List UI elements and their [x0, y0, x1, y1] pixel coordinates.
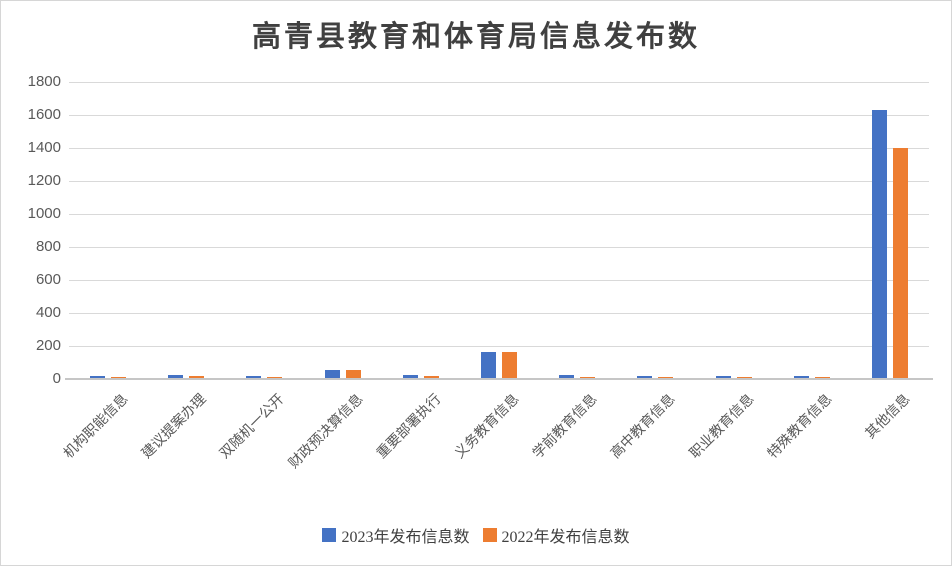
- bar-2023: [168, 375, 184, 379]
- bar-2023: [793, 376, 809, 379]
- gridline: [69, 81, 929, 83]
- bar-2023: [715, 376, 731, 379]
- x-category-label: 机构职能信息: [61, 391, 132, 462]
- bar-2023: [871, 110, 887, 379]
- gridline: [69, 147, 929, 149]
- gridline: [69, 246, 929, 248]
- y-tick-label: 1200: [27, 172, 61, 189]
- y-tick-label: 400: [35, 304, 61, 321]
- bar-2022: [189, 375, 205, 379]
- bar-2023: [402, 374, 418, 379]
- gridline: [69, 279, 929, 281]
- legend-item-2023: 2023年发布信息数: [322, 523, 470, 547]
- gridline: [69, 213, 929, 215]
- x-category-label: 其他信息: [863, 391, 914, 443]
- bar-2022: [345, 370, 361, 379]
- bar-2023: [90, 375, 106, 379]
- y-tick-label: 1400: [27, 139, 61, 156]
- x-axis-line: [65, 378, 933, 380]
- gridline: [69, 345, 929, 347]
- y-tick-label: 1000: [27, 205, 61, 222]
- gridline: [69, 180, 929, 182]
- y-tick-label: 800: [35, 238, 61, 255]
- gridline: [69, 114, 929, 116]
- legend-label: 2022年发布信息数: [501, 529, 630, 546]
- legend-swatch-icon: [482, 528, 497, 542]
- bar-2022: [502, 351, 517, 379]
- y-tick-label: 1600: [27, 106, 61, 123]
- x-category-label: 特殊教育信息: [765, 391, 836, 462]
- bar-2022: [658, 376, 674, 379]
- legend-swatch-icon: [322, 528, 337, 542]
- bar-2023: [637, 376, 653, 379]
- legend-label: 2023年发布信息数: [341, 529, 470, 546]
- bar-2023: [246, 376, 262, 379]
- y-tick-label: 600: [35, 271, 61, 288]
- y-tick-label: 1800: [27, 73, 61, 90]
- bar-2022: [580, 376, 596, 379]
- legend-item-2022: 2022年发布信息数: [482, 523, 630, 547]
- bar-2022: [892, 148, 908, 379]
- chart-title: 高青县教育和体育局信息发布数: [251, 21, 700, 53]
- x-category-label: 重要部署执行: [374, 391, 445, 462]
- bar-2023: [481, 351, 496, 379]
- y-tick-label: 200: [35, 337, 61, 354]
- bar-2023: [324, 370, 340, 379]
- bar-2023: [559, 374, 575, 379]
- legend: 2023年发布信息数 2022年发布信息数: [1, 523, 951, 547]
- y-tick-label: 0: [52, 370, 61, 387]
- gridline: [69, 312, 929, 314]
- bar-2022: [423, 375, 439, 379]
